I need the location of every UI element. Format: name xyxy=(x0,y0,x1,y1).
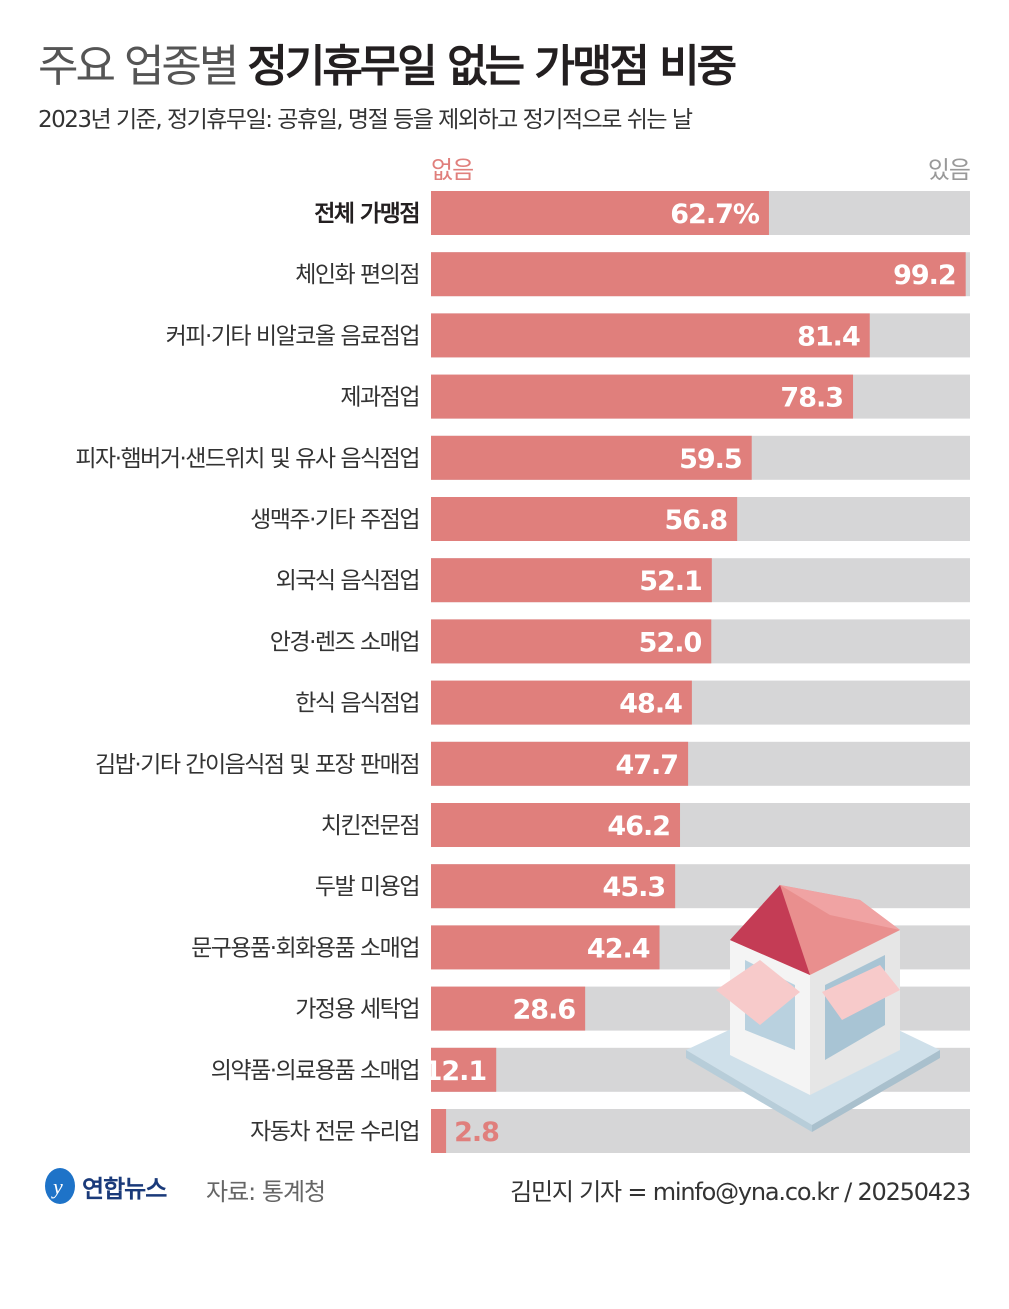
bar-none xyxy=(431,680,692,725)
category-label: 전체 가맹점 xyxy=(314,201,419,227)
category-label: 자동차 전문 수리업 xyxy=(250,1119,419,1145)
value-label: 56.8 xyxy=(665,505,728,536)
page-title: 주요 업종별 정기휴무일 없는 가맹점 비중 xyxy=(38,30,737,94)
title-bold: 정기휴무일 없는 가맹점 비중 xyxy=(247,41,737,92)
category-label: 한식 음식점업 xyxy=(295,691,419,717)
category-label: 제과점업 xyxy=(340,385,419,411)
value-label: 46.2 xyxy=(607,811,670,842)
value-label: 48.4 xyxy=(619,689,682,720)
bar-none xyxy=(431,374,854,419)
bar-none xyxy=(431,925,660,970)
bar-none xyxy=(431,741,689,786)
credit: 김민지 기자 = minfo@yna.co.kr / 20250423 xyxy=(510,1178,971,1206)
value-label: 47.7 xyxy=(615,750,678,781)
value-label: 62.7% xyxy=(670,199,760,230)
source: 자료: 통계청 xyxy=(206,1178,326,1206)
bar-none xyxy=(431,313,870,358)
bar-none xyxy=(431,803,681,847)
bar-none xyxy=(431,619,712,664)
shop-illustration xyxy=(686,885,940,1132)
legend-none: 없음 xyxy=(431,156,474,184)
bar-none xyxy=(431,1047,497,1092)
subtitle: 2023년 기준, 정기휴무일: 공휴일, 명절 등을 제외하고 정기적으로 쉬… xyxy=(38,107,693,133)
bar-none xyxy=(431,435,752,480)
bar-none xyxy=(431,558,712,603)
value-label: 12.1 xyxy=(424,1056,487,1087)
value-label: 42.4 xyxy=(587,933,650,964)
bar-none xyxy=(431,864,676,909)
category-label: 커피·기타 비알코올 음료점업 xyxy=(166,323,419,349)
category-label: 체인화 편의점 xyxy=(295,262,419,288)
value-label: 52.0 xyxy=(639,627,702,658)
bar-none xyxy=(431,252,966,297)
category-label: 두발 미용업 xyxy=(315,874,419,900)
bar-none xyxy=(431,986,586,1031)
value-label: 28.6 xyxy=(513,995,576,1026)
value-label: 78.3 xyxy=(780,383,843,414)
value-label: 59.5 xyxy=(679,444,742,475)
bar-none xyxy=(431,497,738,541)
value-label: 81.4 xyxy=(797,321,860,352)
value-label: 52.1 xyxy=(639,566,702,597)
category-label: 문구용품·회화용품 소매업 xyxy=(191,935,419,961)
bar-none xyxy=(431,1109,447,1153)
category-label: 의약품·의료용품 소매업 xyxy=(211,1058,419,1084)
category-label: 외국식 음식점업 xyxy=(276,568,419,594)
bar-none xyxy=(431,191,769,235)
category-label: 안경·렌즈 소매업 xyxy=(270,629,419,655)
logo-text: 연합뉴스 xyxy=(82,1174,167,1203)
category-label: 치킨전문점 xyxy=(321,813,419,839)
yonhap-logo: y 연합뉴스 xyxy=(42,1166,167,1206)
title-light: 주요 업종별 xyxy=(38,41,239,92)
category-label: 생맥주·기타 주점업 xyxy=(250,507,419,533)
value-label: 2.8 xyxy=(454,1117,499,1148)
logo-icon: y xyxy=(45,1168,75,1204)
bar-has xyxy=(431,1109,970,1153)
value-label: 45.3 xyxy=(603,872,666,903)
value-label: 99.2 xyxy=(893,260,956,291)
category-label: 피자·햄버거·샌드위치 및 유사 음식점업 xyxy=(75,446,419,472)
category-label: 가정용 세탁업 xyxy=(295,997,419,1023)
category-label: 김밥·기타 간이음식점 및 포장 판매점 xyxy=(95,752,419,778)
svg-text:y: y xyxy=(51,1174,63,1199)
legend-has: 있음 xyxy=(927,156,971,184)
